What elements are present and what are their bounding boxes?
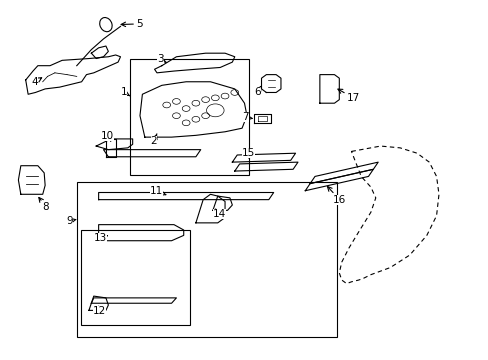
Text: 14: 14 bbox=[212, 209, 225, 219]
Text: 4: 4 bbox=[31, 77, 41, 87]
Text: 10: 10 bbox=[101, 131, 114, 141]
Text: 7: 7 bbox=[242, 112, 252, 122]
Text: 11: 11 bbox=[149, 186, 165, 197]
Bar bbox=[130, 59, 249, 175]
Text: 1: 1 bbox=[120, 87, 129, 98]
Text: 3: 3 bbox=[157, 54, 166, 64]
Text: 13: 13 bbox=[94, 233, 107, 243]
Text: 8: 8 bbox=[39, 198, 49, 212]
Text: 12: 12 bbox=[93, 306, 106, 316]
Text: 15: 15 bbox=[242, 148, 255, 158]
Bar bbox=[77, 182, 336, 337]
Text: 17: 17 bbox=[337, 89, 359, 103]
Text: 9: 9 bbox=[66, 216, 76, 226]
Bar bbox=[81, 230, 190, 325]
Text: 5: 5 bbox=[121, 19, 142, 29]
Text: 16: 16 bbox=[327, 186, 346, 204]
Text: 2: 2 bbox=[150, 134, 157, 147]
Text: 6: 6 bbox=[254, 86, 261, 98]
